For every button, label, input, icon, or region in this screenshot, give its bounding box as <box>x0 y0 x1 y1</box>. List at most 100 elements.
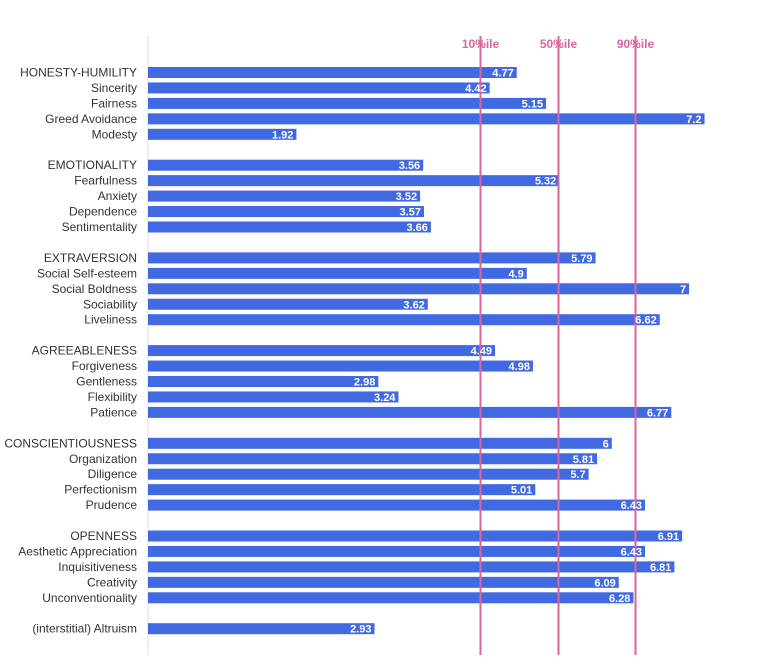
category-label: AGREEABLENESS <box>32 344 137 358</box>
category-label: Modesty <box>92 127 137 141</box>
value-label: 6.91 <box>658 531 679 543</box>
value-label: 6.81 <box>650 562 671 574</box>
category-label: Aesthetic Appreciation <box>18 544 137 558</box>
bar <box>148 221 431 233</box>
bar <box>148 159 424 171</box>
value-label: 6.43 <box>621 500 642 512</box>
value-label: 4.42 <box>465 83 486 95</box>
category-label: Patience <box>90 405 137 419</box>
bar <box>148 267 527 279</box>
category-label: Unconventionality <box>42 591 137 605</box>
value-label: 6 <box>603 438 609 450</box>
bar <box>148 283 690 295</box>
value-label: 1.92 <box>272 129 293 141</box>
category-label: Gentleness <box>76 375 137 389</box>
value-label: 3.24 <box>374 392 396 404</box>
value-label: 5.15 <box>522 98 543 110</box>
category-label: (interstitial) Altruism <box>32 622 137 636</box>
value-label: 2.98 <box>354 377 375 389</box>
value-label: 6.09 <box>594 577 615 589</box>
value-label: 7.2 <box>686 114 701 126</box>
value-label: 5.7 <box>570 469 585 481</box>
value-label: 4.49 <box>471 346 492 358</box>
bar <box>148 175 560 187</box>
bar <box>148 545 646 557</box>
category-label: Creativity <box>87 575 137 589</box>
bar <box>148 376 379 387</box>
bar <box>148 345 496 357</box>
bar <box>148 576 619 588</box>
category-label: Perfectionism <box>64 483 137 497</box>
bar <box>148 437 612 449</box>
category-label: Inquisitiveness <box>58 560 137 574</box>
bar <box>148 453 598 465</box>
value-label: 3.56 <box>399 160 420 172</box>
value-label: 3.62 <box>403 299 424 311</box>
bar <box>148 360 533 372</box>
bar <box>148 298 428 310</box>
category-label: Dependence <box>69 205 137 219</box>
category-label: HONESTY-HUMILITY <box>20 66 137 80</box>
category-label: EXTRAVERSION <box>44 251 137 265</box>
bar <box>148 468 589 480</box>
category-label: CONSCIENTIOUSNESS <box>4 436 137 450</box>
bar <box>148 561 675 573</box>
bar <box>148 391 399 403</box>
category-label: EMOTIONALITY <box>48 158 137 172</box>
bar <box>148 530 683 542</box>
category-label: OPENNESS <box>70 529 137 543</box>
category-label: Forgiveness <box>72 359 137 373</box>
value-label: 6.77 <box>647 407 668 419</box>
bar <box>148 97 547 109</box>
bar <box>148 128 297 140</box>
value-label: 5.79 <box>571 253 592 265</box>
bar <box>148 67 517 78</box>
bar <box>148 499 646 511</box>
value-label: 2.93 <box>350 624 371 636</box>
category-label: Organization <box>69 452 137 466</box>
value-label: 3.66 <box>406 222 427 234</box>
labels-layer: HONESTY-HUMILITY 4.77 Sincerity 4.42 Fairnes… <box>4 66 701 636</box>
category-label: Diligence <box>88 467 138 481</box>
value-label: 6.62 <box>635 315 656 327</box>
value-label: 6.28 <box>609 593 630 605</box>
bar <box>148 190 421 202</box>
category-label: Sincerity <box>91 81 137 95</box>
reference-line-label: 10%ile <box>462 37 500 51</box>
value-label: 5.01 <box>511 485 532 497</box>
reference-lines-layer: 10%ile 50%ile 90%ile <box>462 36 655 655</box>
category-label: Fairness <box>91 96 137 110</box>
bar <box>148 623 375 635</box>
category-label: Anxiety <box>98 189 137 203</box>
bar <box>148 406 672 418</box>
value-label: 4.77 <box>492 68 513 80</box>
category-label: Sociability <box>83 297 137 311</box>
reference-line-label: 90%ile <box>617 37 655 51</box>
value-label: 5.32 <box>535 176 556 188</box>
value-label: 3.57 <box>400 207 421 219</box>
value-label: 7 <box>680 284 686 296</box>
bar <box>148 592 634 604</box>
category-label: Social Boldness <box>52 282 137 296</box>
category-label: Flexibility <box>88 390 137 404</box>
category-label: Social Self-esteem <box>37 266 137 280</box>
bars-layer <box>148 67 705 635</box>
value-label: 4.98 <box>509 361 530 373</box>
category-label: Fearfulness <box>74 174 137 188</box>
bar <box>148 314 660 326</box>
value-label: 6.43 <box>621 546 642 558</box>
value-label: 4.9 <box>508 268 523 280</box>
value-label: 3.52 <box>396 191 417 203</box>
reference-line-label: 50%ile <box>540 37 578 51</box>
value-label: 5.81 <box>573 454 594 466</box>
bar <box>148 252 596 264</box>
category-label: Liveliness <box>84 313 137 327</box>
bar <box>148 206 424 218</box>
category-label: Prudence <box>86 498 138 512</box>
bar <box>148 113 705 125</box>
category-label: Sentimentality <box>62 220 137 234</box>
bar <box>148 82 490 94</box>
bar <box>148 484 536 496</box>
